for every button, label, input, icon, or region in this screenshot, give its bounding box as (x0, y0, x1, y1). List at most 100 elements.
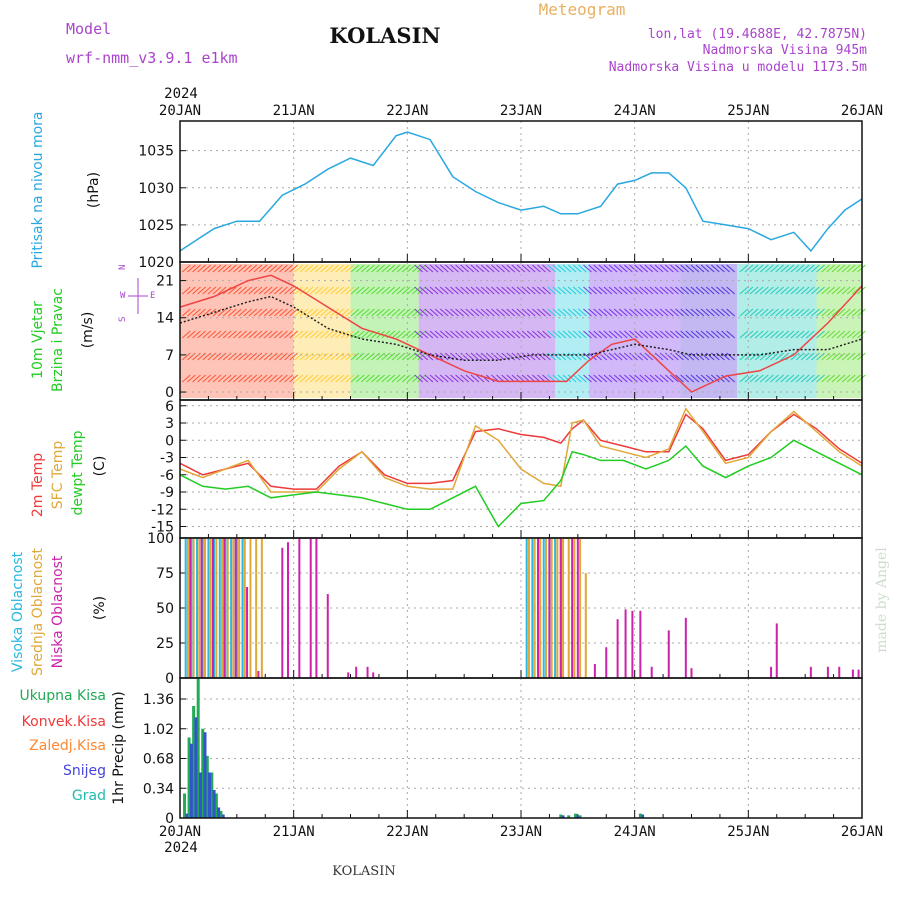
wind-barb (253, 374, 263, 383)
wind-barb (811, 286, 820, 295)
wind-barb (320, 308, 329, 317)
wind-barb (805, 330, 815, 339)
wind-barb (659, 286, 669, 295)
wind-barb (826, 352, 836, 361)
wind-barb (424, 286, 434, 295)
low_cloud-bar (326, 594, 329, 678)
wind-barb (371, 308, 380, 317)
wind-barb (350, 286, 360, 295)
wind-barb (417, 330, 426, 339)
wind-barb (501, 286, 510, 295)
panel-precip: 0 0.34 0.68 1.02 1.36 (143, 677, 863, 827)
y-tick-label: 1030 (138, 181, 174, 197)
precip-legend-snow: Snijeg (63, 763, 106, 779)
compass-south-label: S (118, 317, 128, 322)
wind-barb (345, 330, 355, 339)
precip_total-bar (183, 793, 187, 818)
wind-barb (197, 286, 206, 295)
wind-barb (852, 352, 861, 361)
y-tick-label: 0 (165, 433, 174, 449)
panel-frame (179, 120, 863, 263)
model-label: Model (66, 20, 111, 38)
wind-barb (501, 264, 510, 273)
wind-barb (284, 352, 293, 361)
wind-barb (414, 374, 424, 383)
wind-barb (491, 264, 500, 273)
wind-barb (572, 308, 582, 317)
y-tick-label: 0.68 (143, 752, 174, 768)
wind-barb (187, 264, 196, 273)
wind-barb (700, 264, 710, 273)
wind-barb (227, 374, 237, 383)
wind-barb (450, 374, 459, 383)
wind-barb (381, 264, 391, 273)
wind-barb (360, 330, 370, 339)
low_cloud-bar (770, 666, 773, 678)
wind-compass: W E N S (118, 265, 155, 322)
wind-barb (639, 286, 649, 295)
wind-barb (654, 264, 664, 273)
wind-barb (238, 286, 247, 295)
high_cloud-bar (230, 538, 233, 678)
precip_total-bar (574, 813, 578, 818)
wind-barb (629, 308, 638, 317)
wind-barb (360, 352, 370, 361)
low_cloud-bar (826, 666, 829, 678)
wind-barb (268, 308, 278, 317)
wind-barb (424, 330, 434, 339)
wind-barb (197, 352, 206, 361)
wind-barb (754, 330, 764, 339)
wind-barb (775, 264, 784, 273)
speed-line (179, 295, 863, 361)
wind-barb (705, 374, 715, 383)
top-day-label: 20JAN (159, 103, 201, 119)
wind-barb (711, 308, 720, 317)
wind-barb (391, 374, 401, 383)
wind-barb (754, 374, 764, 383)
wind-barb (386, 286, 396, 295)
wind-barb (233, 264, 242, 273)
wind-barb (335, 286, 345, 295)
wind-barb (613, 352, 623, 361)
wind-barb (314, 264, 324, 273)
wind-barb (785, 264, 795, 273)
wind-barb (754, 286, 764, 295)
wind-barb (759, 264, 769, 273)
wind-barb (320, 286, 329, 295)
wind-barb (187, 286, 196, 295)
bottom-day-label: 24JAN (614, 824, 656, 840)
low_cloud-bar (593, 664, 596, 678)
wind-barb (401, 264, 411, 273)
wind-barb (675, 264, 684, 273)
wind-barb (268, 286, 278, 295)
wind-barb (227, 330, 237, 339)
precip_total-bar (567, 815, 571, 818)
wind-barb (485, 264, 495, 273)
wind-barb (624, 286, 633, 295)
wind-barb (613, 308, 623, 317)
precip_total-bar (201, 728, 205, 818)
wind-barb (721, 264, 730, 273)
y-tick-label: -6 (160, 468, 174, 484)
wind-barb (340, 286, 350, 295)
wind-barb (401, 286, 411, 295)
wind-barb (424, 264, 434, 273)
wind-barb (238, 330, 247, 339)
wind-barb (846, 264, 856, 273)
wind-barb (480, 264, 490, 273)
wind-barb (675, 330, 684, 339)
wind-barb (644, 308, 654, 317)
wind-barb (371, 264, 380, 273)
top-day-label: 25JAN (727, 103, 769, 119)
wind-barb (831, 286, 841, 295)
wind-barb (557, 264, 567, 273)
wind-barb (419, 308, 429, 317)
wind-barb (460, 352, 470, 361)
wind-barb (355, 352, 365, 361)
y-tick-label: -15 (151, 520, 174, 536)
y-tick-label: 1025 (138, 218, 174, 234)
wind-barb (314, 286, 324, 295)
wind-barb (429, 330, 439, 339)
low_cloud-bar (851, 669, 854, 678)
wind-barb (253, 264, 263, 273)
